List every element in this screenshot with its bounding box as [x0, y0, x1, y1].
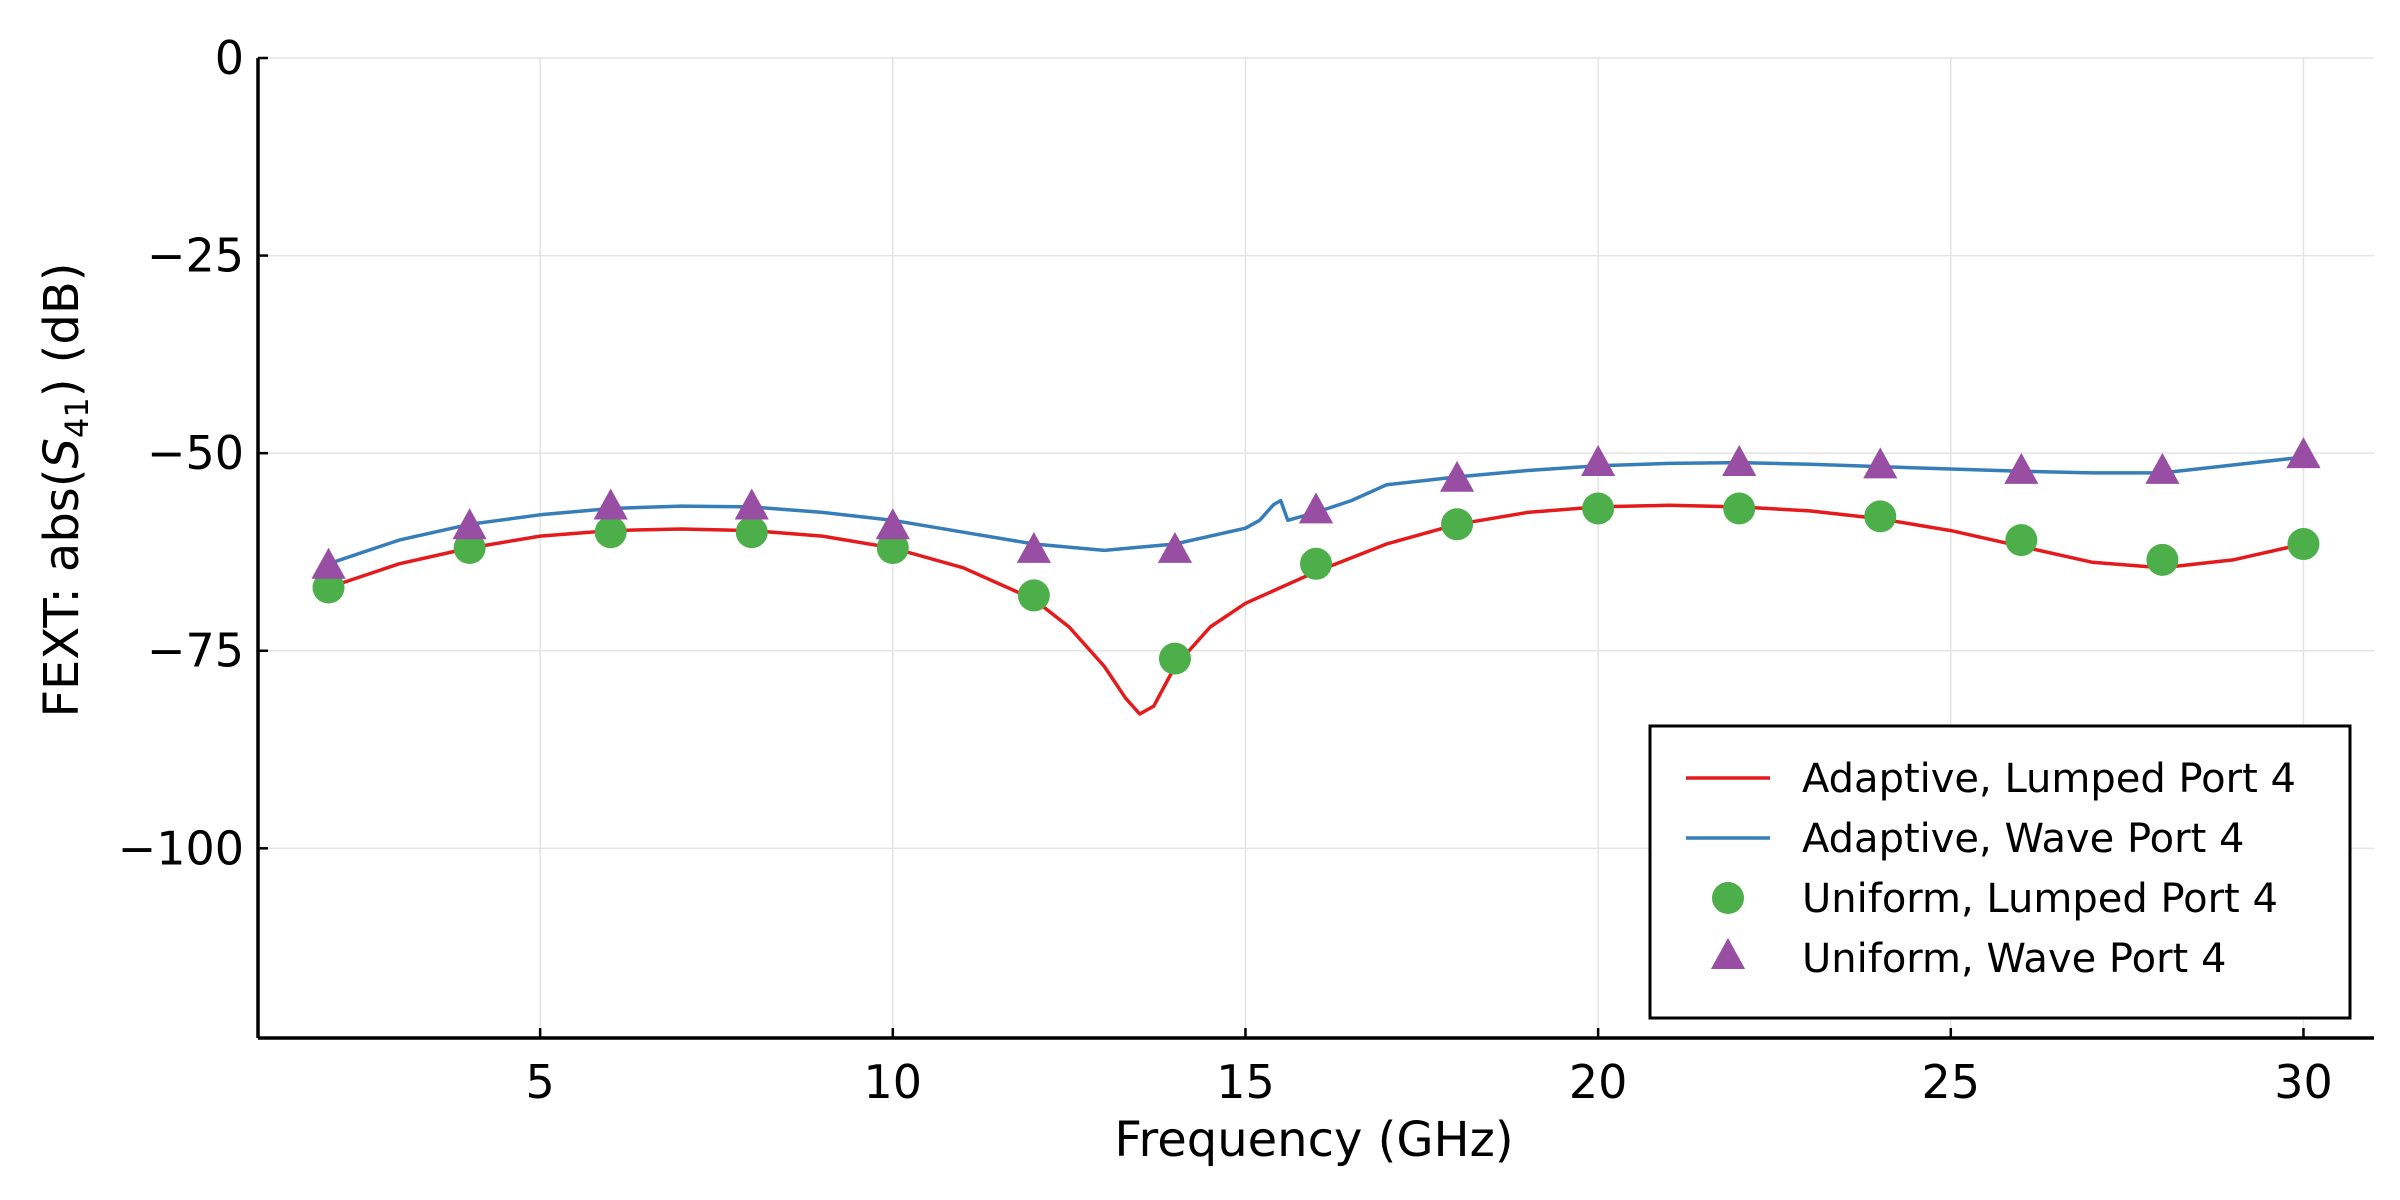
- point-uniform-lumped-port-4: [2287, 528, 2320, 561]
- x-tick-label: 25: [1922, 1055, 1981, 1109]
- point-uniform-lumped-port-4: [1864, 500, 1897, 533]
- series-line-adaptive-lumped-port-4: [327, 503, 2304, 716]
- point-uniform-wave-port-4: [1016, 531, 1051, 563]
- x-tick-label: 20: [1569, 1055, 1628, 1109]
- point-uniform-lumped-port-4: [1441, 508, 1474, 541]
- point-uniform-wave-port-4: [593, 488, 628, 520]
- legend-label: Uniform, Wave Port 4: [1802, 936, 2226, 982]
- legend: Adaptive, Lumped Port 4 Adaptive, Wave Po…: [1648, 724, 2352, 1020]
- point-uniform-lumped-port-4: [453, 532, 486, 564]
- point-uniform-lumped-port-4: [2146, 543, 2179, 576]
- y-tick-label: −25: [147, 229, 244, 283]
- ticks: 5 10 15 20 25 30 0 −25 −50 −75 −100: [118, 31, 2333, 1109]
- point-uniform-wave-port-4: [1157, 531, 1193, 563]
- point-uniform-wave-port-4: [2145, 452, 2180, 484]
- y-axis-label: FEXT: abs(S41) (dB): [34, 262, 96, 717]
- point-uniform-wave-port-4: [1581, 445, 1616, 476]
- legend-label: Adaptive, Wave Port 4: [1802, 816, 2244, 862]
- legend-label: Uniform, Lumped Port 4: [1802, 876, 2278, 922]
- point-uniform-wave-port-4: [734, 488, 769, 520]
- point-uniform-lumped-port-4: [1300, 547, 1332, 580]
- axes: [256, 58, 2374, 1040]
- point-uniform-lumped-port-4: [594, 516, 627, 549]
- series-layer: [311, 437, 2321, 716]
- point-uniform-lumped-port-4: [735, 516, 768, 549]
- legend-label: Adaptive, Lumped Port 4: [1802, 756, 2296, 802]
- x-axis-label: Frequency (GHz): [1114, 1112, 1513, 1168]
- point-uniform-wave-port-4: [2286, 437, 2321, 469]
- point-uniform-lumped-port-4: [312, 571, 345, 604]
- point-uniform-lumped-port-4: [1158, 642, 1191, 675]
- y-tick-label: 0: [215, 31, 244, 85]
- point-uniform-wave-port-4: [875, 508, 910, 540]
- point-uniform-wave-port-4: [2004, 452, 2039, 484]
- y-axis-label-var: S: [34, 438, 90, 468]
- point-uniform-lumped-port-4: [2005, 524, 2038, 557]
- x-tick-label: 5: [525, 1055, 554, 1109]
- series-line-adaptive-wave-port-4: [327, 455, 2304, 566]
- x-tick-label: 10: [864, 1055, 923, 1109]
- x-tick-label: 15: [1216, 1055, 1275, 1109]
- point-uniform-wave-port-4: [452, 508, 487, 540]
- legend-handle-triangle: [1710, 938, 1746, 969]
- point-uniform-wave-port-4: [311, 547, 346, 579]
- point-uniform-lumped-port-4: [1723, 492, 1756, 525]
- y-tick-label: −75: [147, 624, 244, 678]
- y-tick-label: −100: [118, 821, 244, 875]
- point-uniform-lumped-port-4: [876, 532, 909, 564]
- legend-box: [1648, 724, 2352, 1020]
- point-uniform-wave-port-4: [1863, 447, 1898, 479]
- x-tick-label: 30: [2274, 1055, 2333, 1109]
- point-uniform-wave-port-4: [1439, 460, 1475, 492]
- y-axis-label-prefix: FEXT: abs(: [34, 468, 90, 717]
- y-axis-label-suffix: ) (dB): [34, 262, 90, 397]
- point-uniform-wave-port-4: [1722, 445, 1757, 476]
- y-axis-label-subscript: 41: [58, 397, 96, 438]
- y-tick-label: −50: [147, 426, 244, 480]
- point-uniform-lumped-port-4: [1582, 492, 1615, 525]
- point-uniform-wave-port-4: [1298, 492, 1334, 524]
- legend-handle-circle: [1712, 882, 1744, 914]
- point-uniform-lumped-port-4: [1017, 579, 1050, 612]
